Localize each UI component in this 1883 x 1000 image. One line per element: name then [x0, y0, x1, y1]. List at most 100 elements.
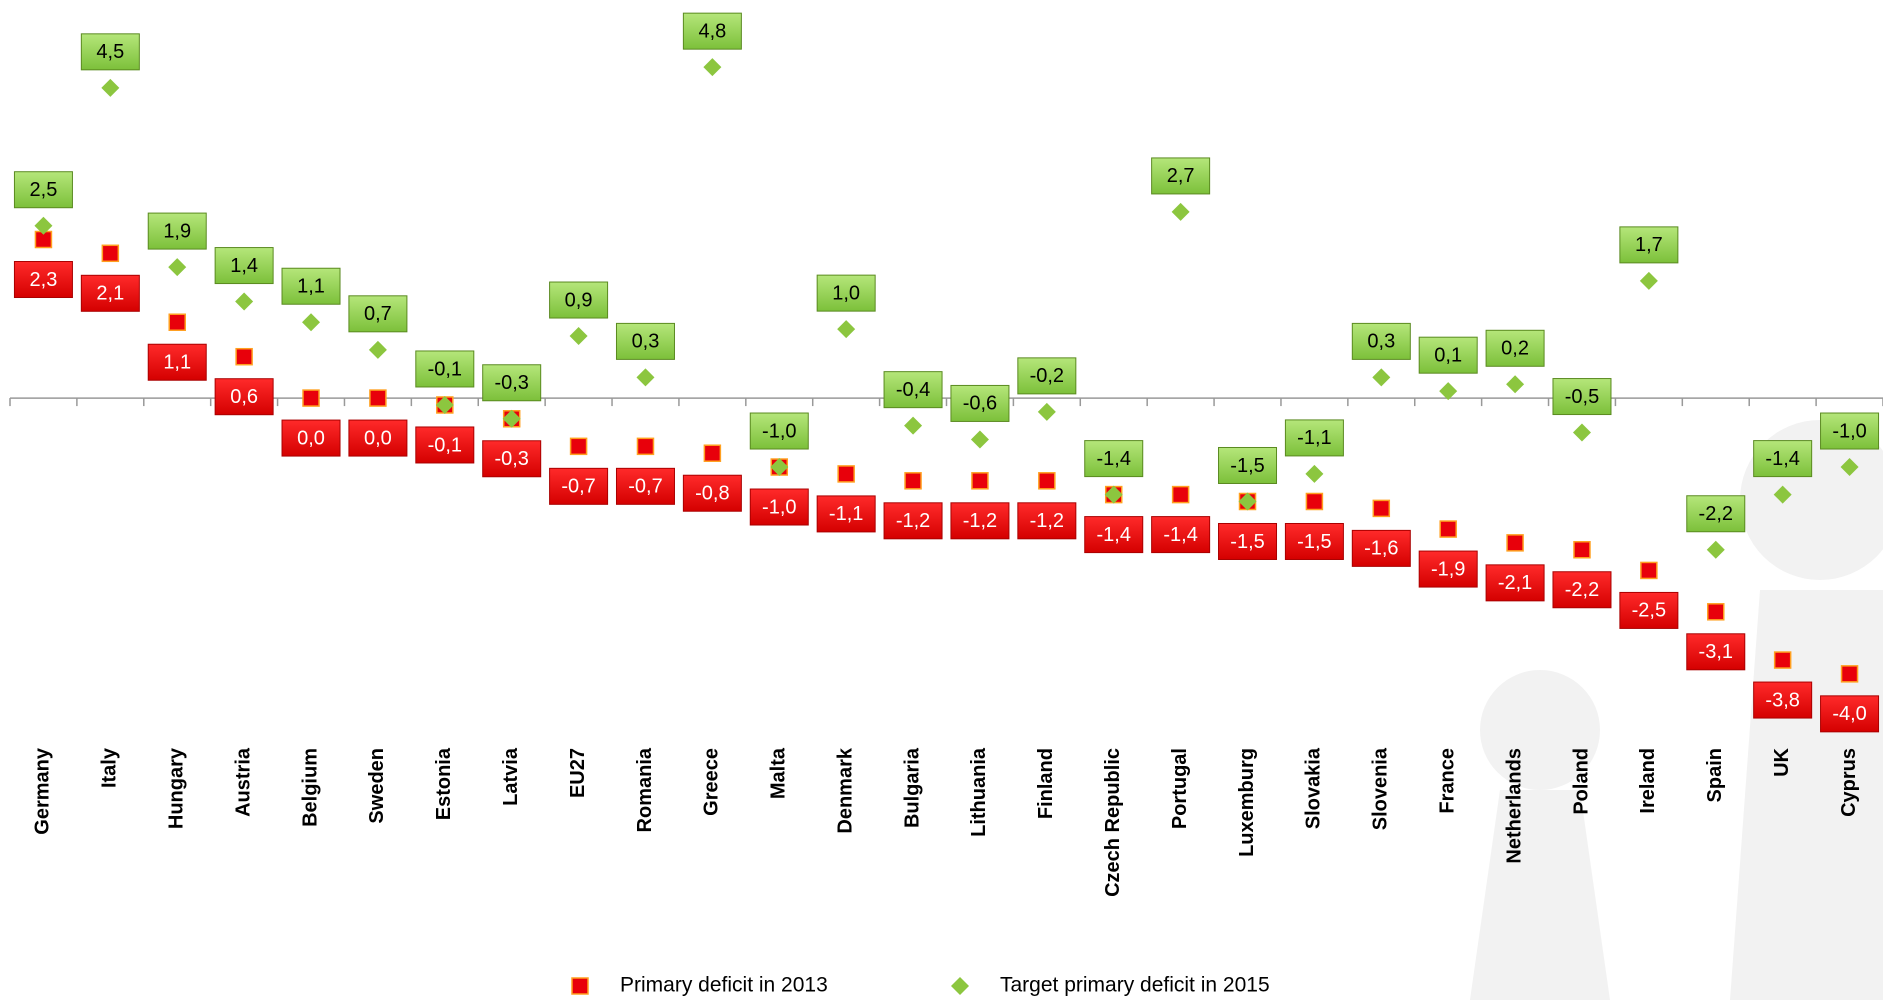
x-tick-label: Cyprus [1838, 748, 1860, 817]
x-tick-label: Lithuania [968, 747, 990, 837]
x-tick-label: Poland [1570, 748, 1592, 815]
data-label: -0,3 [494, 448, 528, 470]
data-label-box [1418, 336, 1478, 374]
data-point [1773, 485, 1792, 504]
data-label-box [1552, 378, 1612, 416]
data-label: -3,8 [1765, 689, 1799, 711]
data-point [971, 472, 989, 490]
data-label: -2,1 [1498, 572, 1532, 594]
data-label: -1,1 [829, 503, 863, 525]
data-label-box [749, 488, 809, 526]
data-label-box [1151, 157, 1211, 195]
data-label: 2,3 [30, 269, 58, 291]
data-label-box [816, 274, 876, 312]
data-point [636, 368, 655, 387]
data-label: 0,3 [632, 331, 660, 353]
data-label-box [80, 33, 140, 71]
data-label-box [1619, 591, 1679, 629]
data-point [1706, 540, 1725, 559]
data-label-box [415, 426, 475, 464]
data-label: 0,7 [364, 303, 392, 325]
x-tick-label: Slovenia [1370, 747, 1392, 830]
data-label-box [1084, 516, 1144, 554]
data-point [101, 78, 120, 97]
data-label-box [281, 267, 341, 305]
data-label-box [415, 350, 475, 388]
x-tick-label: Denmark [834, 747, 856, 833]
data-label: -1,4 [1096, 524, 1130, 546]
data-label-box [1418, 550, 1478, 588]
data-label-box [1351, 322, 1411, 360]
data-label: -1,5 [1230, 455, 1264, 477]
x-tick-label: Malta [768, 747, 790, 799]
data-label: 1,1 [163, 352, 191, 374]
x-tick-label: Portugal [1169, 748, 1191, 829]
data-label-box [1218, 522, 1278, 560]
data-label: -0,6 [963, 393, 997, 415]
data-point [569, 437, 588, 456]
data-point [1238, 492, 1257, 511]
data-label-box [816, 495, 876, 533]
data-label-box [1485, 564, 1545, 602]
data-label-box [348, 295, 408, 333]
data-point [1171, 485, 1190, 504]
data-label-box [1753, 440, 1813, 478]
data-point [970, 430, 989, 449]
data-point [1840, 665, 1859, 683]
data-label-box [482, 364, 542, 402]
data-label-box [214, 378, 274, 416]
data-label: -0,5 [1565, 386, 1599, 408]
data-label-box [1753, 681, 1813, 719]
data-label: -1,5 [1297, 531, 1331, 553]
data-point [1640, 561, 1658, 580]
x-tick-label: EU27 [567, 748, 589, 798]
data-point [168, 313, 186, 331]
data-point [369, 389, 387, 407]
data-point [837, 465, 855, 483]
data-point [837, 320, 856, 339]
data-point [1171, 202, 1190, 221]
x-tick-label: Austria [232, 747, 254, 817]
data-point [1305, 492, 1324, 511]
data-label: -1,4 [1765, 448, 1799, 470]
data-label-box [615, 467, 675, 505]
data-point [502, 409, 521, 428]
data-label: -2,2 [1699, 503, 1733, 525]
x-tick-label: Finland [1035, 748, 1057, 819]
data-label: -1,2 [963, 510, 997, 532]
data-label: -0,4 [896, 379, 930, 401]
x-tick-label: France [1436, 748, 1458, 814]
data-label-box [147, 212, 207, 250]
data-label-box [950, 502, 1010, 540]
x-tick-label: UK [1771, 747, 1793, 776]
x-tick-label: Greece [701, 748, 723, 816]
data-label-box [13, 171, 73, 209]
data-point [1439, 520, 1457, 538]
data-label: -0,1 [428, 434, 462, 456]
x-tick-label: Italy [99, 747, 121, 788]
data-label: -0,2 [1030, 365, 1064, 387]
data-label-box [1017, 502, 1077, 540]
data-label: -1,5 [1230, 531, 1264, 553]
data-label: 4,8 [698, 20, 726, 42]
data-label: -0,1 [428, 358, 462, 380]
x-tick-label: Romania [634, 747, 656, 832]
x-tick-label: Spain [1704, 748, 1726, 802]
data-point [1038, 472, 1056, 490]
data-label-box [1284, 522, 1344, 560]
data-label: 4,5 [96, 41, 124, 63]
data-label-box [883, 502, 943, 540]
data-point [770, 458, 789, 477]
data-label: -0,7 [561, 476, 595, 498]
data-point [703, 444, 722, 462]
data-label-box [1084, 440, 1144, 478]
data-label: -0,8 [695, 483, 729, 505]
x-tick-label: Ireland [1637, 748, 1659, 814]
data-label-box [1686, 495, 1746, 533]
data-label-box [1552, 571, 1612, 609]
data-label-box [80, 274, 140, 312]
data-label: 0,1 [1434, 344, 1462, 366]
data-label: 1,1 [297, 276, 325, 298]
x-tick-label: Hungary [166, 747, 188, 829]
data-label: -1,6 [1364, 538, 1398, 560]
